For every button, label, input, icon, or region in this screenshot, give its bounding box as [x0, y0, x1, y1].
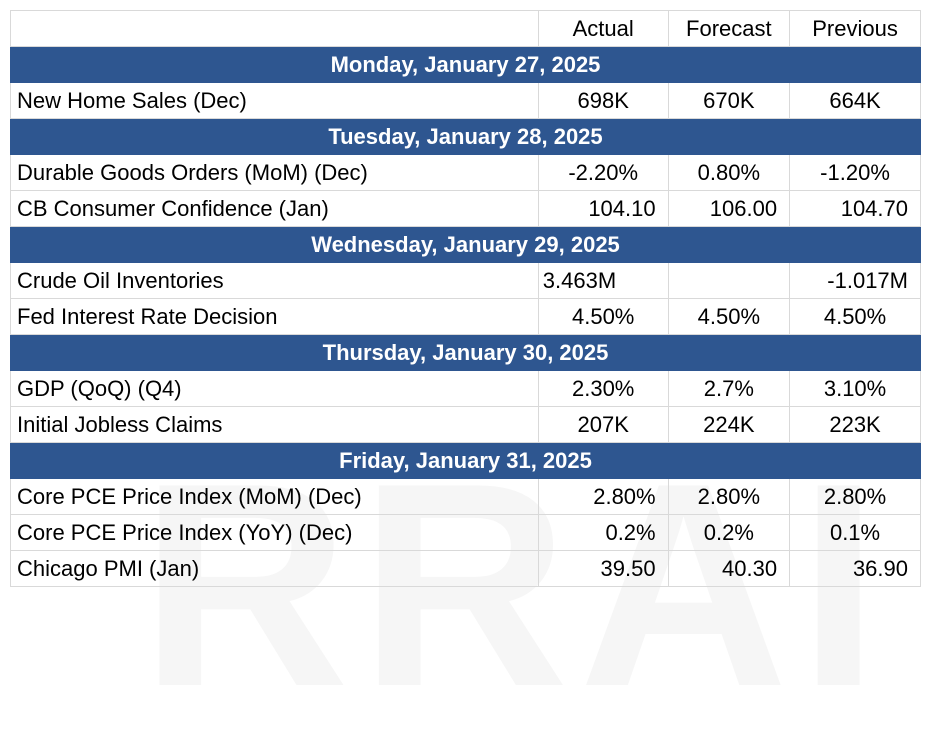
previous-value: 3.10%	[789, 370, 921, 407]
forecast-value	[667, 262, 791, 299]
previous-value: -1.017M	[789, 262, 921, 299]
actual-value: 698K	[537, 82, 669, 119]
day-date: Friday, January 31, 2025	[10, 442, 921, 479]
previous-value: 4.50%	[789, 298, 921, 335]
actual-value: 3.463M	[537, 262, 669, 299]
previous-value: 223K	[789, 406, 921, 443]
forecast-value: 0.2%	[667, 514, 791, 551]
actual-value: 0.2%	[537, 514, 669, 551]
forecast-value: 670K	[667, 82, 791, 119]
actual-value: 39.50	[537, 550, 669, 587]
event-row: Core PCE Price Index (MoM) (Dec) 2.80% 2…	[10, 478, 921, 515]
day-date: Tuesday, January 28, 2025	[10, 118, 921, 155]
previous-value: 36.90	[789, 550, 921, 587]
day-header-row: Friday, January 31, 2025	[10, 442, 921, 479]
forecast-value: 224K	[667, 406, 791, 443]
day-header-row: Thursday, January 30, 2025	[10, 334, 921, 371]
day-date: Thursday, January 30, 2025	[10, 334, 921, 371]
forecast-value: 106.00	[667, 190, 791, 227]
actual-value: 4.50%	[537, 298, 669, 335]
forecast-value: 2.80%	[667, 478, 791, 515]
column-header-actual: Actual	[537, 10, 669, 47]
event-row: Durable Goods Orders (MoM) (Dec) -2.20% …	[10, 154, 921, 191]
day-date: Wednesday, January 29, 2025	[10, 226, 921, 263]
event-row: Core PCE Price Index (YoY) (Dec) 0.2% 0.…	[10, 514, 921, 551]
actual-value: 2.80%	[537, 478, 669, 515]
previous-value: -1.20%	[789, 154, 921, 191]
event-name: CB Consumer Confidence (Jan)	[10, 190, 539, 227]
day-date: Monday, January 27, 2025	[10, 46, 921, 83]
previous-value: 2.80%	[789, 478, 921, 515]
actual-value: 207K	[537, 406, 669, 443]
actual-value: 104.10	[537, 190, 669, 227]
day-header-row: Tuesday, January 28, 2025	[10, 118, 921, 155]
column-header-forecast: Forecast	[667, 10, 791, 47]
event-name: Initial Jobless Claims	[10, 406, 539, 443]
event-row: Initial Jobless Claims 207K 224K 223K	[10, 406, 921, 443]
previous-value: 664K	[789, 82, 921, 119]
column-header-event	[10, 10, 539, 47]
economic-calendar-table: Actual Forecast Previous Monday, January…	[10, 10, 921, 587]
event-name: Fed Interest Rate Decision	[10, 298, 539, 335]
actual-value: 2.30%	[537, 370, 669, 407]
actual-value: -2.20%	[537, 154, 669, 191]
event-name: Durable Goods Orders (MoM) (Dec)	[10, 154, 539, 191]
event-row: GDP (QoQ) (Q4) 2.30% 2.7% 3.10%	[10, 370, 921, 407]
forecast-value: 0.80%	[667, 154, 791, 191]
previous-value: 104.70	[789, 190, 921, 227]
event-row: CB Consumer Confidence (Jan) 104.10 106.…	[10, 190, 921, 227]
forecast-value: 4.50%	[667, 298, 791, 335]
forecast-value: 40.30	[667, 550, 791, 587]
event-row: Fed Interest Rate Decision 4.50% 4.50% 4…	[10, 298, 921, 335]
event-row: New Home Sales (Dec) 698K 670K 664K	[10, 82, 921, 119]
day-header-row: Monday, January 27, 2025	[10, 46, 921, 83]
event-name: GDP (QoQ) (Q4)	[10, 370, 539, 407]
event-name: Core PCE Price Index (YoY) (Dec)	[10, 514, 539, 551]
day-header-row: Wednesday, January 29, 2025	[10, 226, 921, 263]
event-name: Chicago PMI (Jan)	[10, 550, 539, 587]
column-header-previous: Previous	[789, 10, 921, 47]
event-name: Core PCE Price Index (MoM) (Dec)	[10, 478, 539, 515]
forecast-value: 2.7%	[667, 370, 791, 407]
event-row: Chicago PMI (Jan) 39.50 40.30 36.90	[10, 550, 921, 587]
previous-value: 0.1%	[789, 514, 921, 551]
event-name: Crude Oil Inventories	[10, 262, 539, 299]
event-row: Crude Oil Inventories 3.463M -1.017M	[10, 262, 921, 299]
column-header-row: Actual Forecast Previous	[10, 10, 921, 47]
event-name: New Home Sales (Dec)	[10, 82, 539, 119]
